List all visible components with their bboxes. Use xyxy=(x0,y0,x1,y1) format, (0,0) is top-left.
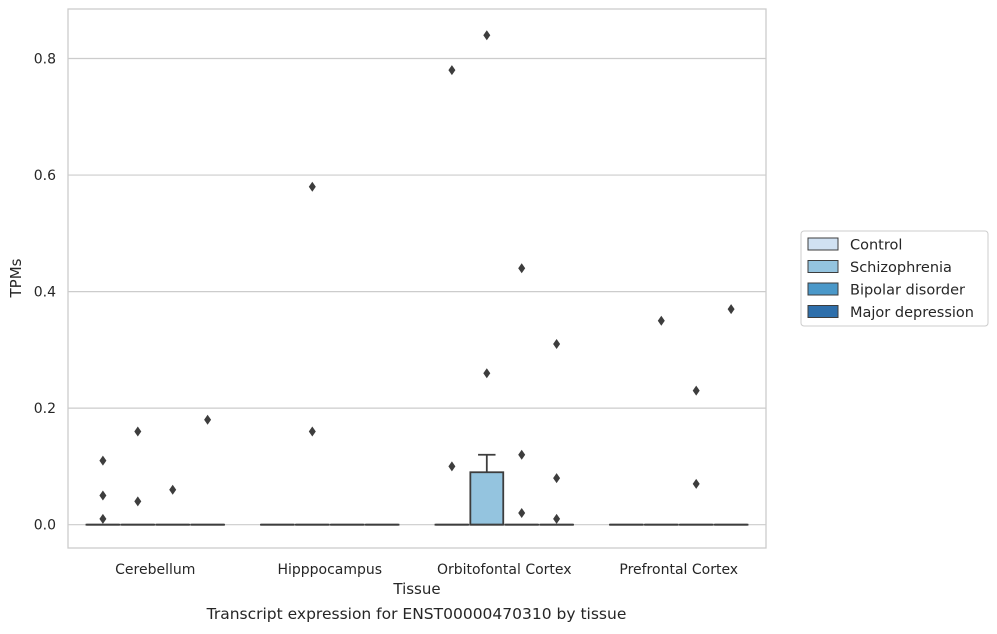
outlier-layer xyxy=(99,30,735,524)
y-axis-label: TPMs xyxy=(7,258,25,298)
x-tick-labels: Cerebellum Hipppocampus Orbitofontal Corte… xyxy=(115,562,738,578)
x-axis-label: Tissue xyxy=(392,580,440,598)
y-tick-label: 0.8 xyxy=(34,52,56,68)
box-layer xyxy=(85,453,749,526)
y-tick-label: 0.0 xyxy=(34,518,56,534)
y-tick-labels: 0.0 0.2 0.4 0.6 0.8 xyxy=(34,52,56,534)
y-tick-label: 0.2 xyxy=(34,401,56,417)
x-tick-label: Prefrontal Cortex xyxy=(619,562,738,578)
outlier-point xyxy=(134,496,142,507)
outlier-point xyxy=(448,461,456,472)
outlier-point xyxy=(99,490,107,501)
legend-frame xyxy=(800,230,989,327)
outlier-point xyxy=(308,181,316,192)
outlier-point xyxy=(483,368,491,379)
y-tick-label: 0.6 xyxy=(34,168,56,184)
x-tick-label: Cerebellum xyxy=(115,562,195,578)
plot-frame xyxy=(67,8,767,549)
outlier-point xyxy=(448,65,456,76)
outlier-point xyxy=(553,473,561,484)
legend: Control Schizophrenia Bipolar disorder Majo… xyxy=(800,230,989,327)
outlier-point xyxy=(553,339,561,350)
outlier-point xyxy=(99,513,107,524)
y-tick-label: 0.4 xyxy=(34,285,56,301)
legend-label-schizophrenia: Schizophrenia xyxy=(850,260,952,276)
outlier-point xyxy=(727,304,735,315)
legend-swatch-major-depression xyxy=(807,305,839,318)
outlier-point xyxy=(518,508,526,519)
legend-swatch-bipolar-disorder xyxy=(807,282,839,296)
chart-caption: Transcript expression for ENST0000047031… xyxy=(206,605,627,623)
outlier-point xyxy=(518,263,526,274)
outlier-point xyxy=(134,426,142,437)
x-tick-label: Orbitofontal Cortex xyxy=(437,562,572,578)
legend-swatch-control xyxy=(807,237,839,251)
outlier-point xyxy=(169,484,177,495)
outlier-point xyxy=(518,449,526,460)
outlier-point xyxy=(553,513,561,524)
legend-label-major-depression: Major depression xyxy=(850,305,974,321)
box-body xyxy=(469,471,505,526)
legend-swatch-schizophrenia xyxy=(807,260,839,273)
outlier-point xyxy=(204,414,212,425)
outlier-point xyxy=(657,315,665,326)
outlier-point xyxy=(692,478,700,489)
box-schizophrenia-orbitofontal-cortex xyxy=(469,453,505,526)
x-tick-label: Hipppocampus xyxy=(277,562,382,578)
legend-label-bipolar-disorder: Bipolar disorder xyxy=(850,283,965,299)
outlier-point xyxy=(692,385,700,396)
outlier-point xyxy=(99,455,107,466)
legend-label-control: Control xyxy=(850,238,902,254)
outlier-point xyxy=(308,426,316,437)
outlier-point xyxy=(483,30,491,41)
grid-layer xyxy=(68,57,766,526)
